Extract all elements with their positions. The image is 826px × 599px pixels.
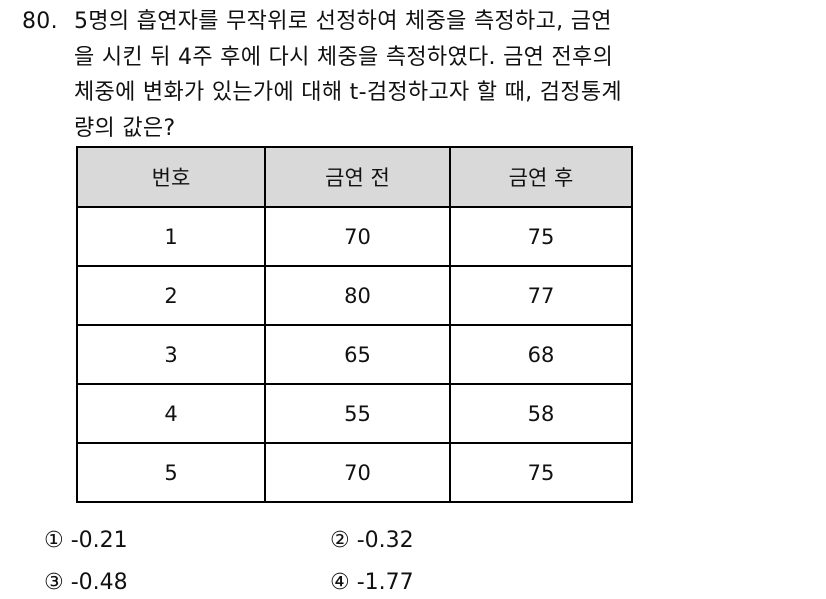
option-mark: ② (330, 528, 350, 553)
option-text: -0.32 (356, 528, 414, 553)
table-cell: 77 (449, 265, 633, 326)
table-cell: 75 (449, 206, 633, 267)
table-cell: 4 (76, 383, 266, 444)
question-text: 80. 5명의 흡연자를 무작위로 선정하여 체중을 측정하고, 금연 을 시킨 … (22, 4, 622, 146)
option-mark: ① (44, 528, 64, 553)
table-cell: 55 (264, 383, 451, 444)
table-cell: 70 (264, 442, 451, 503)
option-1[interactable]: ① -0.21 (44, 528, 128, 553)
table-row: 4 55 58 (76, 383, 633, 444)
data-table: 번호 금연 전 금연 후 1 70 75 2 80 77 3 65 68 4 55 58 5 70… (76, 146, 633, 503)
table-cell: 80 (264, 265, 451, 326)
question-line: 체중에 변화가 있는가에 대해 t-검정하고자 할 때, 검정통계 (74, 80, 622, 105)
column-header: 금연 전 (264, 146, 451, 208)
option-text: -0.48 (70, 570, 128, 595)
table-cell: 75 (449, 442, 633, 503)
table-cell: 1 (76, 206, 266, 267)
table-cell: 2 (76, 265, 266, 326)
question-line: 5명의 흡연자를 무작위로 선정하여 체중을 측정하고, 금연 (74, 9, 612, 34)
option-3[interactable]: ③ -0.48 (44, 570, 128, 595)
table-cell: 5 (76, 442, 266, 503)
column-header: 번호 (76, 146, 266, 208)
option-mark: ③ (44, 570, 64, 595)
table-cell: 58 (449, 383, 633, 444)
question-line: 을 시킨 뒤 4주 후에 다시 체중을 측정하였다. 금연 전후의 (74, 44, 614, 70)
table-cell: 70 (264, 206, 451, 267)
option-2[interactable]: ② -0.32 (330, 528, 414, 553)
table-row: 3 65 68 (76, 324, 633, 385)
table-cell: 65 (264, 324, 451, 385)
table-cell: 3 (76, 324, 266, 385)
table-row: 2 80 77 (76, 265, 633, 326)
option-mark: ④ (330, 570, 350, 595)
column-header: 금연 후 (449, 146, 633, 208)
table-cell: 68 (449, 324, 633, 385)
question-number: 80. (22, 9, 58, 34)
question-line: 량의 값은? (74, 115, 176, 141)
table-row: 5 70 75 (76, 442, 633, 503)
option-text: -1.77 (356, 570, 414, 595)
table-row: 1 70 75 (76, 206, 633, 267)
option-text: -0.21 (70, 528, 128, 553)
table-header-row: 번호 금연 전 금연 후 (76, 146, 633, 208)
option-4[interactable]: ④ -1.77 (330, 570, 414, 595)
